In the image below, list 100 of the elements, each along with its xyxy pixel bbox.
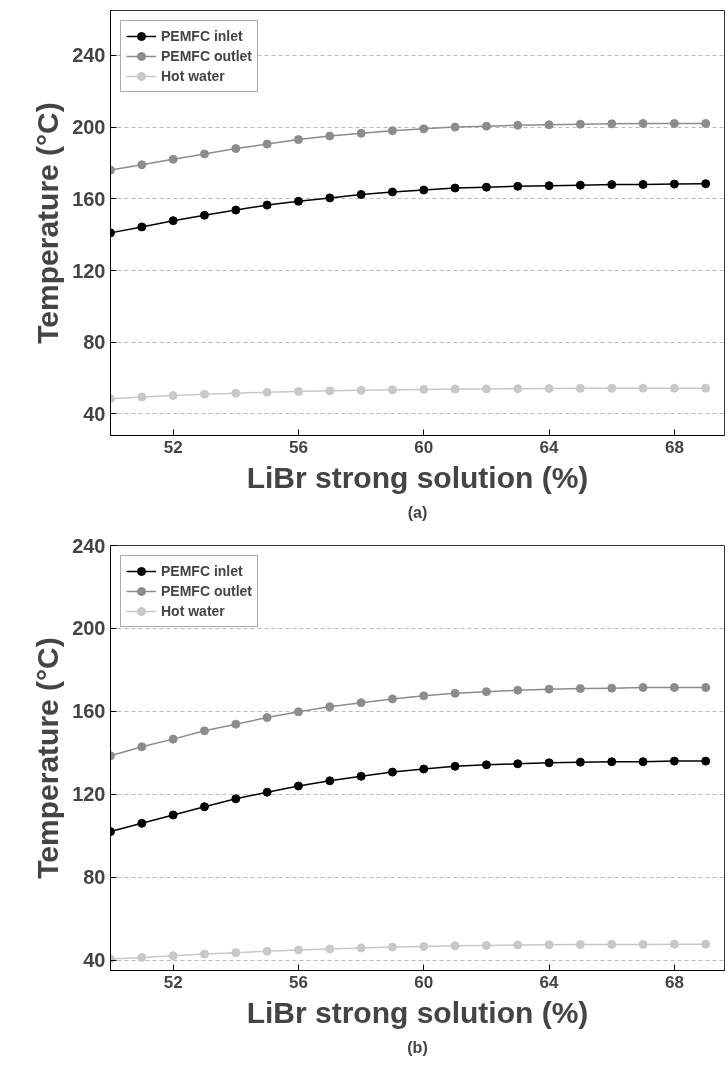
point (544, 384, 554, 394)
legend-label: PEMFC inlet (161, 563, 243, 579)
point (575, 757, 585, 767)
y-tick-label: 160 (72, 700, 106, 723)
point (199, 802, 209, 812)
point (137, 952, 147, 962)
point (168, 154, 178, 164)
point (325, 944, 335, 954)
point (638, 118, 648, 128)
y-tick-label: 200 (72, 617, 106, 640)
y-tick-label: 80 (83, 331, 106, 354)
point (544, 940, 554, 950)
point (356, 385, 366, 395)
point (419, 185, 429, 195)
point (513, 384, 523, 394)
point (669, 179, 679, 189)
point (575, 119, 585, 129)
point (168, 734, 178, 744)
point (387, 767, 397, 777)
point (356, 943, 366, 953)
point (262, 387, 272, 397)
point (199, 949, 209, 959)
y-tick-label: 200 (72, 116, 106, 139)
point (701, 179, 711, 189)
x-tick-label: 68 (664, 437, 684, 457)
point (199, 726, 209, 736)
point (387, 694, 397, 704)
point (419, 764, 429, 774)
point (231, 144, 241, 154)
point (669, 683, 679, 692)
point (544, 120, 554, 130)
point (262, 787, 272, 797)
x-tick-label: 56 (289, 437, 308, 457)
x-tick-label: 60 (414, 437, 434, 457)
point (387, 126, 397, 136)
point (481, 182, 491, 192)
point (325, 702, 335, 712)
point (638, 179, 648, 189)
point (638, 939, 648, 949)
point (669, 756, 679, 766)
x-tick-label: 60 (414, 972, 434, 992)
point (293, 707, 303, 717)
point (607, 683, 617, 693)
point (356, 128, 366, 138)
point (137, 742, 147, 752)
point (293, 196, 303, 206)
point (450, 688, 460, 698)
point (387, 942, 397, 952)
point (325, 131, 335, 141)
point (262, 946, 272, 956)
point (607, 939, 617, 949)
point (262, 713, 272, 723)
point (575, 180, 585, 190)
legend-label: Hot water (161, 68, 225, 84)
point (575, 684, 585, 694)
point (669, 383, 679, 393)
point (387, 187, 397, 197)
point (419, 691, 429, 701)
point (356, 698, 366, 708)
point (607, 383, 617, 393)
point (293, 945, 303, 955)
point (293, 135, 303, 145)
point (513, 940, 523, 950)
point (481, 121, 491, 131)
legend-label: PEMFC inlet (161, 28, 243, 44)
x-tick-label: 68 (664, 972, 684, 992)
point (262, 200, 272, 210)
legend-label: PEMFC outlet (161, 48, 252, 64)
x-tick-label: 52 (163, 437, 183, 457)
point (356, 771, 366, 781)
text: (a) (407, 503, 428, 521)
point (325, 386, 335, 396)
point (607, 180, 617, 190)
point (199, 210, 209, 220)
point (262, 139, 272, 149)
point (137, 160, 147, 170)
point (168, 810, 178, 820)
legend-label: PEMFC outlet (161, 583, 252, 599)
point (325, 193, 335, 203)
point (419, 384, 429, 394)
text: (b) (407, 1038, 428, 1056)
point (638, 683, 648, 692)
point (356, 190, 366, 199)
point (638, 383, 648, 393)
point (513, 685, 523, 695)
point (199, 389, 209, 399)
point (669, 118, 679, 128)
point (231, 794, 241, 804)
point (387, 385, 397, 395)
point (544, 758, 554, 768)
point (168, 391, 178, 400)
y-tick-label: 120 (72, 783, 106, 806)
point (293, 387, 303, 397)
y-tick-label: 40 (83, 949, 106, 972)
point (544, 181, 554, 191)
point (325, 776, 335, 786)
point (231, 948, 241, 958)
y-tick-label: 240 (72, 44, 106, 67)
point (450, 183, 460, 193)
point (137, 392, 147, 402)
